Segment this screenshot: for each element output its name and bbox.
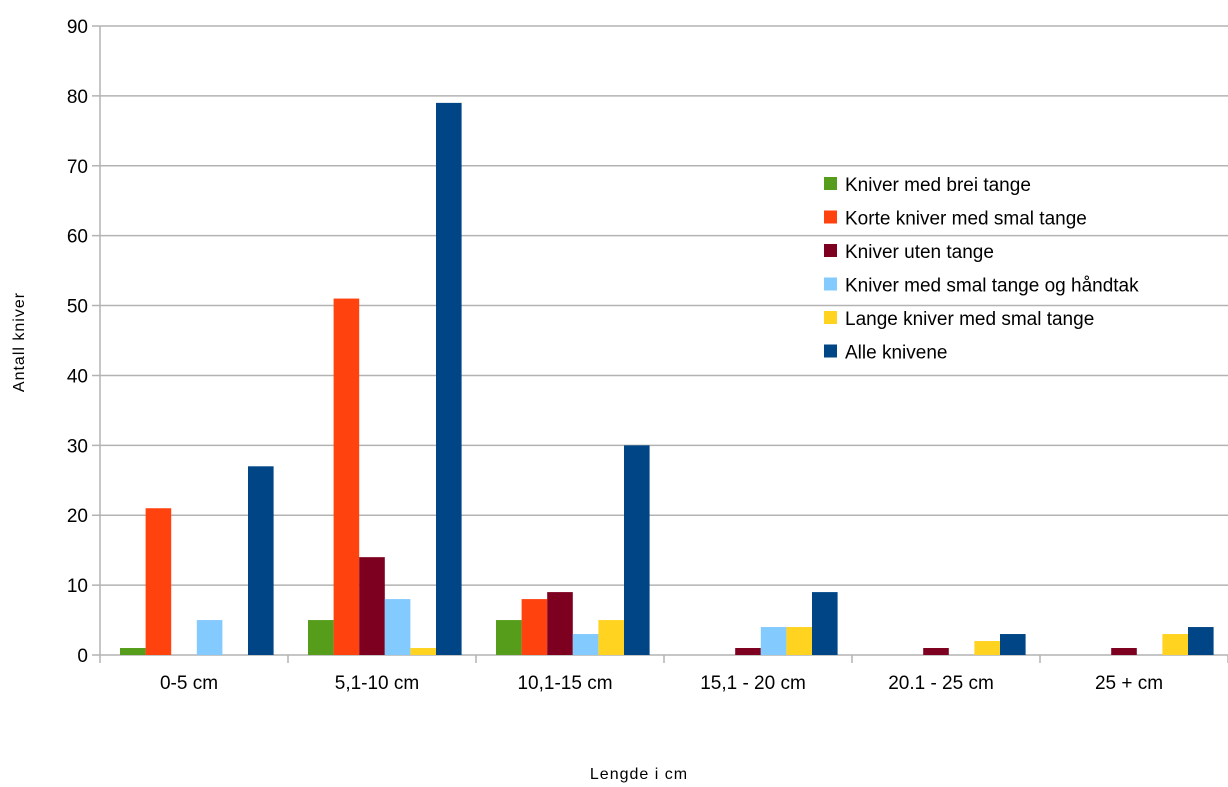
bar — [735, 648, 761, 655]
gridlines — [92, 25, 1228, 663]
legend-label: Lange kniver med smal tange — [845, 309, 1094, 330]
legend-label: Alle knivene — [845, 343, 947, 364]
bar — [333, 298, 360, 655]
legend-swatch — [824, 344, 837, 358]
bar — [521, 599, 548, 655]
y-tick-labels: 0 10 20 30 40 50 60 70 80 90 — [67, 17, 88, 667]
y-tick-label: 70 — [67, 157, 88, 178]
y-tick-label: 80 — [67, 87, 88, 108]
bar — [760, 627, 787, 655]
bar — [974, 641, 1000, 655]
x-tick-labels: 0-5 cm 5,1-10 cm 10,1-15 cm 15,1 - 20 cm 20.… — [160, 673, 1163, 694]
bar — [1111, 648, 1137, 655]
legend-label: Kniver med smal tange og håndtak — [845, 276, 1139, 297]
x-tick-label: 20.1 - 25 cm — [888, 673, 994, 694]
x-tick-label: 15,1 - 20 cm — [700, 673, 806, 694]
legend-swatch — [824, 244, 837, 257]
bar — [1000, 634, 1026, 655]
x-tick-label: 0-5 cm — [160, 673, 218, 694]
bar — [547, 592, 573, 655]
bar — [786, 627, 812, 655]
y-tick-label: 90 — [67, 17, 88, 38]
bar — [1162, 634, 1188, 655]
legend-label: Kniver med brei tange — [845, 175, 1031, 196]
y-axis-title: Antall kniver — [11, 292, 28, 392]
legend-label: Kniver uten tange — [845, 242, 994, 263]
bar — [308, 620, 334, 655]
y-tick-label: 30 — [67, 436, 88, 457]
bar — [410, 648, 436, 655]
x-axis-title: Lengde i cm — [590, 766, 688, 783]
bar — [436, 102, 462, 655]
y-tick-label: 60 — [67, 227, 88, 248]
bar — [1188, 627, 1214, 655]
x-tick-label: 10,1-15 cm — [517, 673, 612, 694]
bar — [496, 620, 522, 655]
bars — [120, 102, 1214, 655]
bar — [572, 634, 599, 655]
y-tick-label: 50 — [67, 297, 88, 318]
x-tick-label: 5,1-10 cm — [335, 673, 419, 694]
y-tick-label: 10 — [67, 576, 88, 597]
legend-swatch — [824, 210, 837, 224]
bar — [624, 445, 650, 655]
bar — [923, 648, 949, 655]
legend-swatch — [824, 177, 837, 190]
y-tick-label: 40 — [67, 366, 88, 387]
bar — [598, 620, 624, 655]
x-tick-label: 25 + cm — [1095, 673, 1163, 694]
legend-label: Korte kniver med smal tange — [845, 209, 1087, 230]
bar — [145, 508, 172, 655]
bar — [359, 557, 385, 655]
legend: Kniver med brei tange Korte kniver med sm… — [824, 175, 1139, 364]
y-tick-label: 20 — [67, 506, 88, 527]
legend-swatch — [824, 311, 837, 324]
bar — [812, 592, 838, 655]
y-tick-label: 0 — [77, 646, 88, 667]
bar — [384, 599, 411, 655]
bar — [248, 466, 274, 655]
bar — [120, 648, 146, 655]
legend-swatch — [824, 277, 837, 291]
bar — [196, 620, 223, 655]
